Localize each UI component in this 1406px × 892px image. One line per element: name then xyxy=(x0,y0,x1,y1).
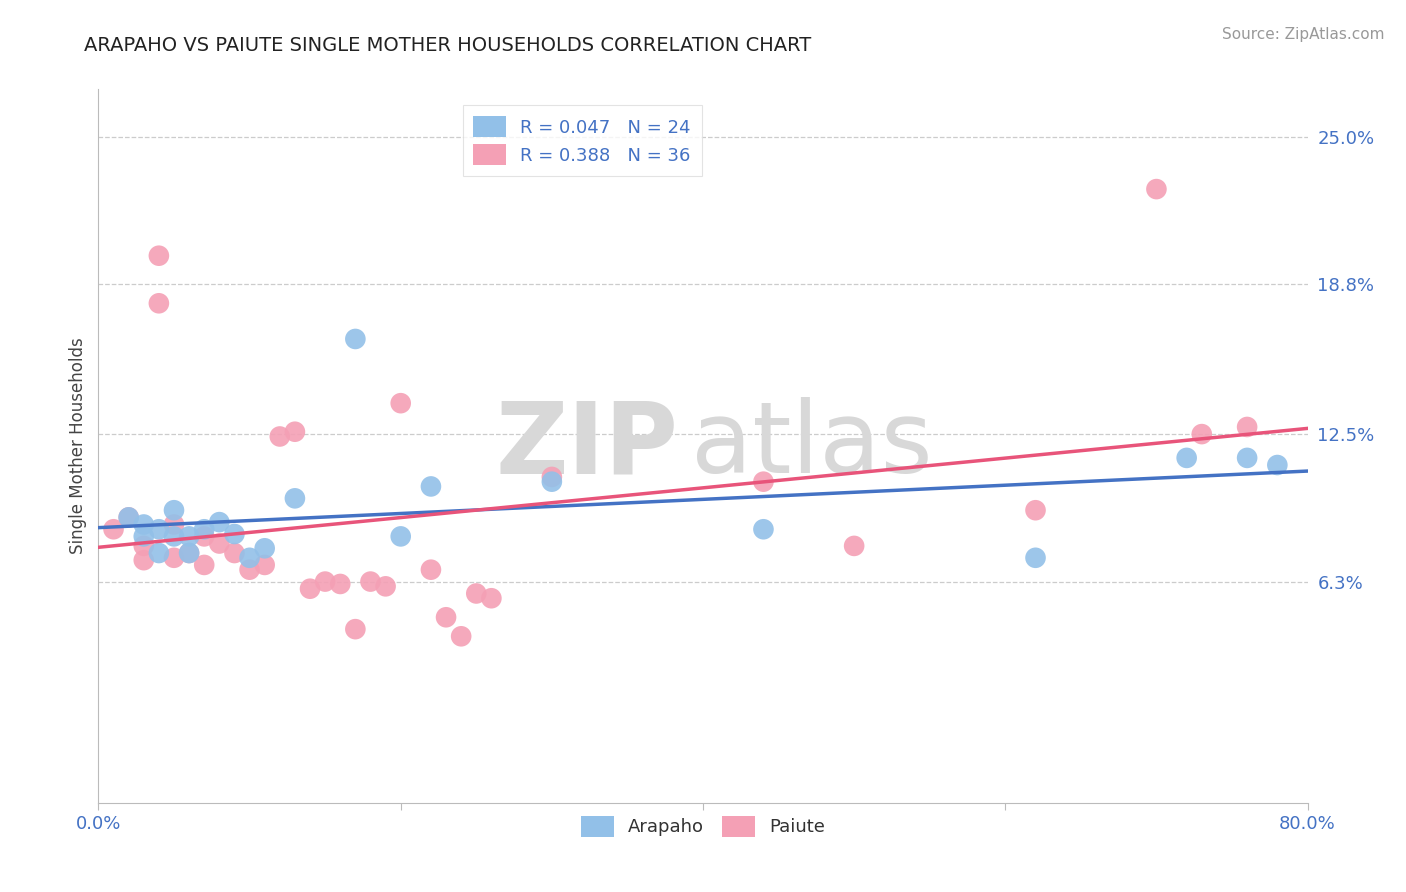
Point xyxy=(540,475,562,489)
Text: Source: ZipAtlas.com: Source: ZipAtlas.com xyxy=(1222,27,1385,42)
Point xyxy=(1175,450,1198,465)
Point xyxy=(329,577,352,591)
Point xyxy=(465,586,488,600)
Point xyxy=(193,529,215,543)
Point xyxy=(118,510,141,524)
Point xyxy=(1267,458,1289,472)
Point xyxy=(179,546,201,560)
Point xyxy=(389,396,412,410)
Point xyxy=(420,563,443,577)
Point xyxy=(360,574,382,589)
Point xyxy=(163,503,186,517)
Point xyxy=(193,558,215,572)
Point xyxy=(1024,503,1046,517)
Point xyxy=(179,546,201,560)
Point xyxy=(752,475,775,489)
Point xyxy=(163,529,186,543)
Point xyxy=(163,550,186,565)
Point xyxy=(208,536,231,550)
Point xyxy=(374,579,396,593)
Point xyxy=(132,529,155,543)
Legend: Arapaho, Paiute: Arapaho, Paiute xyxy=(574,808,832,844)
Point xyxy=(132,517,155,532)
Point xyxy=(1144,182,1167,196)
Point xyxy=(148,522,170,536)
Text: ARAPAHO VS PAIUTE SINGLE MOTHER HOUSEHOLDS CORRELATION CHART: ARAPAHO VS PAIUTE SINGLE MOTHER HOUSEHOL… xyxy=(84,36,811,54)
Point xyxy=(163,517,186,532)
Point xyxy=(540,470,562,484)
Point xyxy=(148,249,170,263)
Point xyxy=(344,332,367,346)
Point xyxy=(224,527,246,541)
Point xyxy=(269,429,291,443)
Point xyxy=(179,529,201,543)
Text: atlas: atlas xyxy=(690,398,932,494)
Point xyxy=(389,529,412,543)
Point xyxy=(193,522,215,536)
Point xyxy=(224,546,246,560)
Point xyxy=(1191,427,1213,442)
Text: ZIP: ZIP xyxy=(496,398,679,494)
Point xyxy=(434,610,457,624)
Point xyxy=(1236,450,1258,465)
Point xyxy=(148,296,170,310)
Point xyxy=(450,629,472,643)
Point xyxy=(208,515,231,529)
Point xyxy=(239,550,262,565)
Point xyxy=(118,510,141,524)
Y-axis label: Single Mother Households: Single Mother Households xyxy=(69,338,87,554)
Point xyxy=(239,563,262,577)
Point xyxy=(1024,550,1046,565)
Point xyxy=(148,546,170,560)
Point xyxy=(253,541,276,556)
Point xyxy=(299,582,322,596)
Point xyxy=(481,591,503,606)
Point xyxy=(103,522,125,536)
Point xyxy=(284,425,307,439)
Point xyxy=(284,491,307,506)
Point xyxy=(344,622,367,636)
Point xyxy=(253,558,276,572)
Point xyxy=(752,522,775,536)
Point xyxy=(844,539,866,553)
Point xyxy=(314,574,336,589)
Point xyxy=(420,479,443,493)
Point xyxy=(132,553,155,567)
Point xyxy=(1236,420,1258,434)
Point xyxy=(132,539,155,553)
